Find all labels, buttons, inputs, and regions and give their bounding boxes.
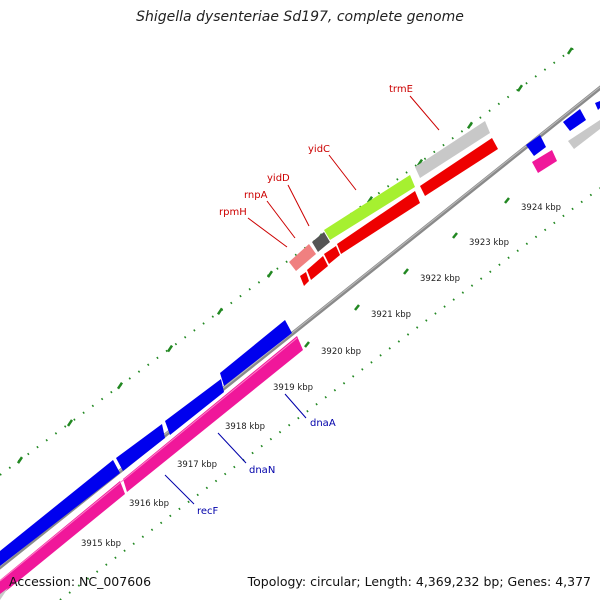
major-tick <box>403 268 409 275</box>
major-tick <box>216 307 224 316</box>
reverse-cds-segment <box>116 424 165 471</box>
tick-label: 3922 kbp <box>420 274 460 284</box>
tick-label: 3919 kbp <box>273 383 313 393</box>
gene-leader-line <box>247 217 288 248</box>
gene-label-forward: yidC <box>308 144 330 155</box>
tick-label: 3918 kbp <box>225 422 265 432</box>
forward-pink-segment <box>289 244 316 271</box>
reverse-cds-segment <box>165 379 224 435</box>
major-tick <box>354 304 360 311</box>
map-title: Shigella dysenteriae Sd197, complete gen… <box>136 9 464 25</box>
reverse-pink-segment <box>0 481 125 596</box>
gene-labels: rpmH rnpA yidD yidC trmE dnaA dnaN recF <box>164 84 440 517</box>
gene-leader-line <box>217 432 247 464</box>
gene-label-forward: rpmH <box>219 207 247 218</box>
reverse-pink-segment <box>532 150 557 173</box>
gene-label-reverse: recF <box>197 506 219 517</box>
gene-label-forward: yidD <box>267 173 290 184</box>
major-tick <box>504 197 510 204</box>
forward-cds-segment <box>420 138 498 196</box>
forward-cds-segment <box>300 272 309 286</box>
tick-label: 3923 kbp <box>469 238 509 248</box>
forward-highlight-segment <box>324 175 415 240</box>
reverse-cds-segment <box>563 109 586 131</box>
forward-dark-segment <box>312 232 330 252</box>
gene-leader-line <box>409 95 440 131</box>
forward-grey-segment <box>415 121 490 178</box>
reverse-pink-band <box>0 336 303 596</box>
tick-label: 3917 kbp <box>177 460 217 470</box>
adjacent-features <box>0 101 600 600</box>
tick-label: 3915 kbp <box>81 539 121 549</box>
forward-cds-segment <box>307 256 328 280</box>
backbone-line <box>0 85 600 570</box>
pink-band-highlight <box>0 337 298 582</box>
major-tick <box>266 270 274 278</box>
reverse-cds-band <box>0 320 292 566</box>
gene-label-forward: trmE <box>389 84 413 95</box>
gene-label-reverse: dnaA <box>310 418 336 429</box>
major-tick <box>466 121 474 130</box>
tick-label: 3916 kbp <box>129 499 169 509</box>
major-tick <box>566 47 574 55</box>
gene-leader-line <box>328 154 357 191</box>
forward-top-band <box>289 121 490 271</box>
inner-dotted-track <box>59 187 600 600</box>
gene-leader-line <box>266 200 296 239</box>
gene-leader-line <box>164 474 195 505</box>
reverse-cds-segment <box>595 101 600 110</box>
gene-label-forward: rnpA <box>244 190 268 201</box>
major-tick <box>16 456 24 464</box>
major-tick <box>166 344 174 353</box>
tick-label: 3924 kbp <box>521 203 561 213</box>
gene-leader-line <box>284 393 307 419</box>
reverse-pink-segment <box>123 336 303 492</box>
reverse-cds-segment <box>0 460 120 566</box>
major-tick <box>416 158 424 167</box>
genome-summary-text: Topology: circular; Length: 4,369,232 bp… <box>247 574 591 589</box>
tick-label: 3920 kbp <box>321 347 361 357</box>
forward-cds-segment <box>337 191 420 254</box>
outer-dotted-track <box>0 44 579 476</box>
tick-labels: 3915 kbp 3916 kbp 3917 kbp 3918 kbp 3919 kbp… <box>81 203 561 549</box>
tick-label: 3921 kbp <box>371 310 411 320</box>
major-tick <box>66 419 74 427</box>
gene-leader-line <box>287 184 310 227</box>
forward-grey-segment <box>0 588 8 600</box>
accession-text: Accession: NC_007606 <box>9 574 152 589</box>
forward-grey-segment <box>568 120 600 149</box>
major-tick <box>116 382 124 390</box>
forward-cds-segment <box>324 246 340 264</box>
outer-major-ticks <box>16 47 574 464</box>
forward-red-band <box>300 138 498 286</box>
major-tick <box>452 232 458 239</box>
gene-label-reverse: dnaN <box>249 465 275 476</box>
reverse-cds-segment <box>526 135 546 156</box>
reverse-cds-segment <box>220 320 292 386</box>
major-tick <box>516 84 524 92</box>
major-tick <box>304 341 310 348</box>
